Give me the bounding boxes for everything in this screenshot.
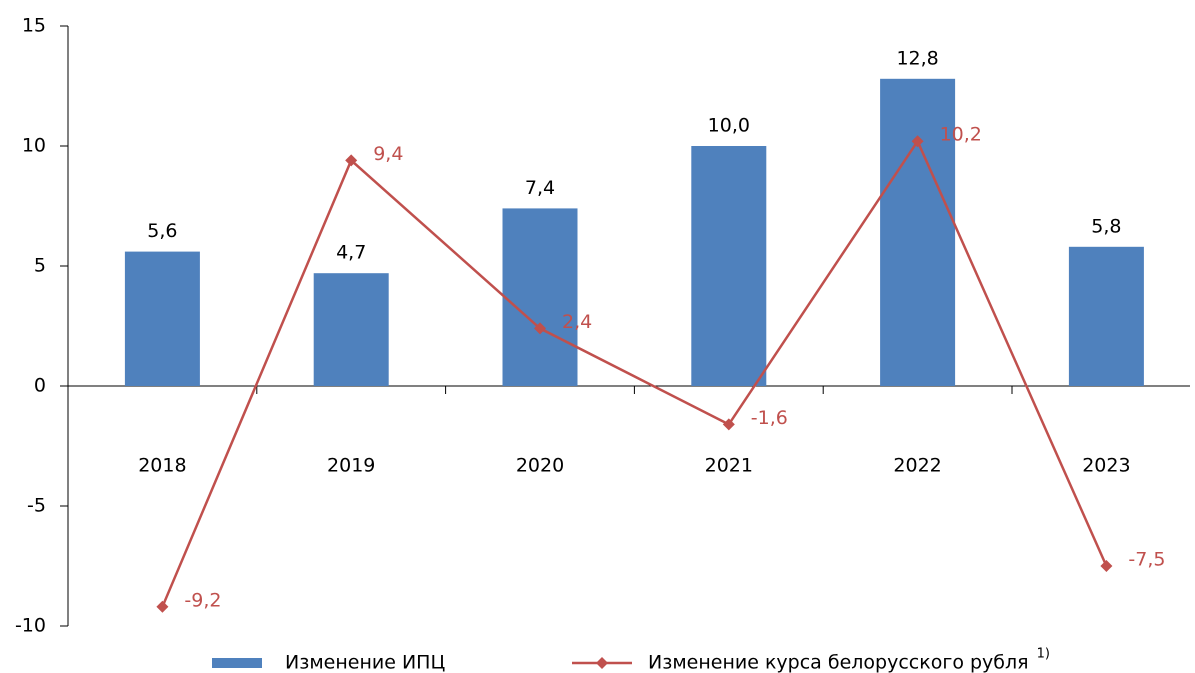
legend-label: Изменение ИПЦ — [285, 652, 445, 673]
line-marker — [534, 322, 546, 335]
bar — [880, 78, 956, 387]
legend-marker — [596, 657, 608, 669]
y-tick-label: -5 — [27, 495, 46, 517]
line-value-label: 2,4 — [562, 311, 592, 333]
line-marker — [911, 135, 924, 148]
y-tick-label: 10 — [22, 135, 46, 157]
line-marker — [722, 418, 735, 431]
line-value-label: -7,5 — [1128, 549, 1165, 571]
y-tick-label: 5 — [34, 255, 46, 277]
bar-value-label: 10,0 — [708, 115, 750, 137]
bar-value-label: 5,6 — [147, 220, 177, 242]
bar-value-label: 4,7 — [336, 242, 366, 264]
x-tick-label: 2018 — [138, 455, 186, 477]
line-value-label: -9,2 — [184, 589, 221, 611]
line — [161, 138, 1108, 608]
y-tick-label: 0 — [34, 375, 46, 397]
line-value-label: 9,4 — [373, 143, 403, 165]
bar-value-label: 7,4 — [525, 177, 555, 199]
x-tick-label: 2020 — [516, 455, 564, 477]
bar — [124, 251, 200, 386]
line-marker — [1100, 560, 1113, 572]
bar — [502, 208, 578, 386]
line-marker — [345, 154, 358, 167]
legend-label: Изменение курса белорусского рубля — [648, 652, 1029, 673]
bar-value-label: 12,8 — [896, 47, 938, 69]
legend-swatch — [212, 658, 262, 668]
bar-value-label: 5,8 — [1091, 215, 1121, 237]
x-tick-label: 2021 — [705, 455, 753, 477]
y-tick-label: 15 — [22, 15, 46, 37]
line-value-label: -1,6 — [751, 407, 788, 429]
x-tick-label: 2023 — [1082, 455, 1130, 477]
legend-footnote: 1) — [1037, 647, 1050, 662]
y-tick-label: -10 — [15, 615, 46, 637]
line-marker — [156, 600, 169, 613]
line-value-label: 10,2 — [940, 124, 982, 146]
bar — [1068, 246, 1144, 386]
x-tick-label: 2019 — [327, 455, 375, 477]
x-tick-label: 2022 — [893, 455, 941, 477]
bar — [313, 273, 389, 386]
bar — [691, 146, 767, 386]
